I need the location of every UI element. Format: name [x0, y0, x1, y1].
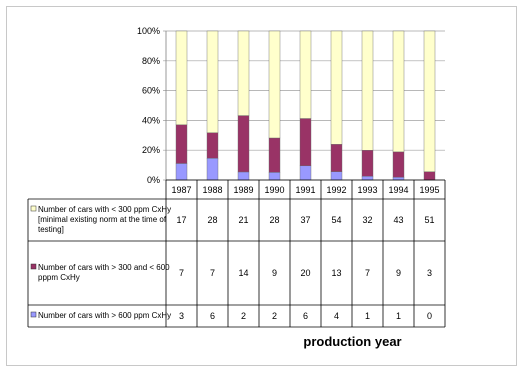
table-value: 13 — [331, 268, 341, 278]
x-tick-label: 1995 — [419, 185, 439, 195]
x-tick-label: 1991 — [295, 185, 315, 195]
x-tick-label: 1992 — [326, 185, 346, 195]
table-value: 9 — [272, 268, 277, 278]
table-value: 28 — [269, 215, 279, 225]
table-value: 2 — [272, 311, 277, 321]
legend-label: testing] — [38, 225, 64, 234]
bar-segment — [206, 132, 219, 159]
bar-segment — [423, 171, 436, 181]
table-value: 6 — [303, 311, 308, 321]
table-value: 20 — [300, 268, 310, 278]
table-value: 3 — [427, 268, 432, 278]
table-value: 21 — [238, 215, 248, 225]
table-value: 37 — [300, 215, 310, 225]
x-tick-label: 1989 — [233, 185, 253, 195]
x-tick-label: 1987 — [171, 185, 191, 195]
bar-segment — [392, 151, 405, 178]
bar-segment — [206, 157, 219, 181]
bar-segment — [175, 163, 188, 181]
bar-segment — [361, 149, 374, 177]
bar-segment — [330, 144, 343, 172]
table-value: 0 — [427, 311, 432, 321]
bar-segment — [392, 30, 405, 153]
bar-segment — [175, 30, 188, 126]
legend-swatch — [30, 205, 37, 212]
table-value: 1 — [396, 311, 401, 321]
x-tick-label: 1988 — [202, 185, 222, 195]
legend-label: [minimal existing norm at the time of — [38, 215, 167, 224]
bar-segment — [237, 171, 250, 181]
y-tick-label: 100% — [137, 26, 160, 36]
y-tick-label: 60% — [142, 86, 160, 96]
table-value: 9 — [396, 268, 401, 278]
bar-segment — [392, 176, 405, 181]
legend-label: Number of cars with < 300 ppm CxHy — [38, 205, 171, 214]
x-tick-label: 1990 — [264, 185, 284, 195]
bar-segment — [423, 30, 436, 172]
y-tick-label: 80% — [142, 56, 160, 66]
bar-segment — [299, 165, 312, 181]
table-value: 54 — [331, 215, 341, 225]
table-value: 14 — [238, 268, 248, 278]
x-tick-label: 1994 — [388, 185, 408, 195]
table-value: 43 — [393, 215, 403, 225]
table-value: 7 — [179, 268, 184, 278]
table-value: 6 — [210, 311, 215, 321]
bar-segment — [206, 30, 219, 133]
legend-label: Number of cars with > 300 and < 600 — [38, 263, 170, 272]
table-value: 7 — [365, 268, 370, 278]
bar-segment — [237, 30, 250, 116]
bar-segment — [361, 30, 374, 151]
bar-segment — [361, 176, 374, 181]
legend-swatch — [30, 311, 37, 318]
x-tick-label: 1993 — [357, 185, 377, 195]
bar-segment — [330, 30, 343, 145]
table-value: 28 — [207, 215, 217, 225]
bar-segment — [268, 137, 281, 173]
y-tick-label: 0% — [147, 175, 160, 185]
table-value: 32 — [362, 215, 372, 225]
bar-segment — [237, 115, 250, 173]
table-value: 17 — [176, 215, 186, 225]
table-value: 2 — [241, 311, 246, 321]
table-value: 3 — [179, 311, 184, 321]
bar-segment — [299, 30, 312, 119]
bar-segment — [175, 124, 188, 164]
bar-segment — [268, 172, 281, 181]
bar-segment — [268, 30, 281, 139]
legend-label: pppm CxHy — [38, 273, 80, 282]
table-value: 1 — [365, 311, 370, 321]
bar-segment — [299, 118, 312, 167]
legend-swatch — [30, 263, 37, 270]
table-value: 4 — [334, 311, 339, 321]
legend-label: Number of cars with > 600 ppm CxHy — [38, 311, 171, 320]
bar-segment — [330, 171, 343, 181]
table-value: 7 — [210, 268, 215, 278]
x-axis-title: production year — [303, 334, 402, 349]
y-tick-label: 20% — [142, 145, 160, 155]
table-value: 51 — [424, 215, 434, 225]
y-tick-label: 40% — [142, 115, 160, 125]
